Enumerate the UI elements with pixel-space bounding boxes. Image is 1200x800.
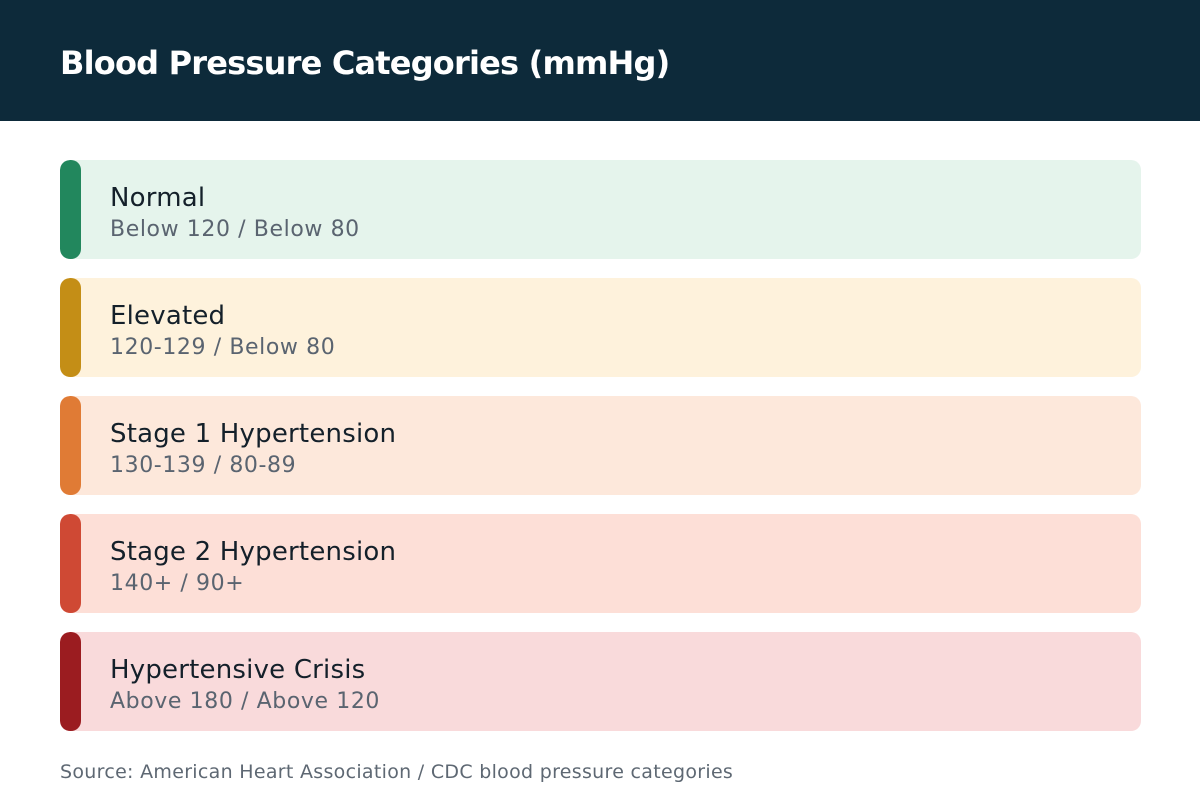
category-accent-bar — [60, 278, 81, 377]
category-accent-bar — [60, 632, 81, 731]
source-note: Source: American Heart Association / CDC… — [60, 761, 734, 783]
category-range: Below 120 / Below 80 — [110, 217, 360, 242]
category-label: Hypertensive Crisis — [110, 655, 366, 685]
category-accent-bar — [60, 396, 81, 495]
category-label: Elevated — [110, 301, 226, 331]
category-label: Stage 2 Hypertension — [110, 537, 397, 567]
page-title: Blood Pressure Categories (mmHg) — [60, 44, 670, 82]
category-accent-bar — [60, 514, 81, 613]
category-label: Stage 1 Hypertension — [110, 419, 397, 449]
category-accent-bar — [60, 160, 81, 259]
category-card-hypertensive-crisis: Hypertensive Crisis Above 180 / Above 12… — [60, 632, 1141, 731]
category-range: Above 180 / Above 120 — [110, 689, 381, 714]
category-range: 140+ / 90+ — [110, 571, 245, 596]
category-card-stage-2-hypertension: Stage 2 Hypertension 140+ / 90+ — [60, 514, 1141, 613]
category-card-normal: Normal Below 120 / Below 80 — [60, 160, 1141, 259]
category-card-elevated: Elevated 120-129 / Below 80 — [60, 278, 1141, 377]
category-range: 120-129 / Below 80 — [110, 335, 336, 360]
category-range: 130-139 / 80-89 — [110, 453, 297, 478]
header-bar: Blood Pressure Categories (mmHg) — [0, 0, 1200, 121]
category-label: Normal — [110, 183, 206, 213]
category-card-stage-1-hypertension: Stage 1 Hypertension 130-139 / 80-89 — [60, 396, 1141, 495]
